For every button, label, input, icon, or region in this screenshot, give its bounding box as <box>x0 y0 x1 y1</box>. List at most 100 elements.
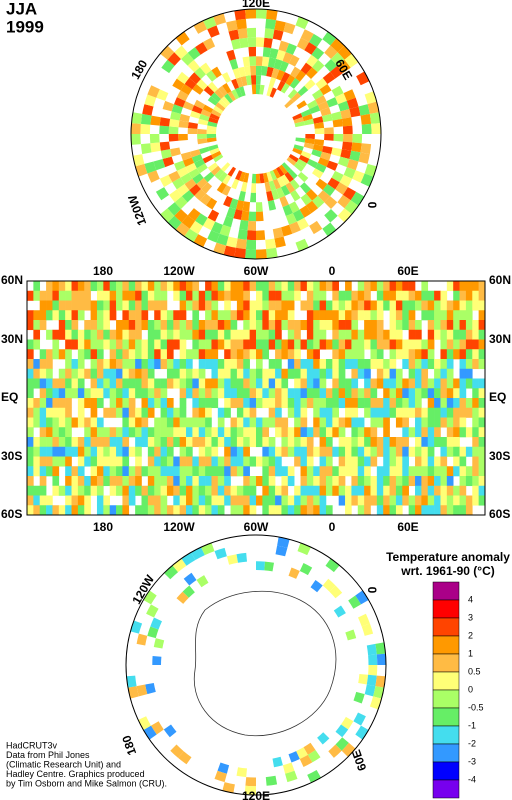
cell <box>167 202 181 216</box>
cell <box>389 290 397 301</box>
cell <box>332 398 339 409</box>
cell <box>440 495 448 506</box>
cell <box>210 92 221 103</box>
cell <box>389 437 397 448</box>
cell <box>217 437 225 448</box>
cell <box>279 195 289 208</box>
label: 0 <box>365 202 379 209</box>
cell <box>234 9 246 21</box>
cell <box>465 505 473 516</box>
cell <box>402 310 409 321</box>
cell <box>122 290 130 301</box>
cell <box>230 485 238 496</box>
cell <box>205 398 212 409</box>
cell <box>27 466 34 477</box>
cell <box>383 359 390 370</box>
cell <box>472 300 479 311</box>
cell <box>287 398 295 409</box>
cell <box>141 310 149 321</box>
cell <box>402 388 409 399</box>
cell <box>282 52 293 64</box>
cell <box>256 65 262 76</box>
cell <box>141 505 149 516</box>
cell <box>315 178 328 191</box>
cell <box>160 281 168 292</box>
cell <box>434 368 441 379</box>
cell <box>116 388 123 399</box>
cell <box>319 505 327 516</box>
cell <box>459 329 467 340</box>
cell <box>351 456 359 467</box>
cell <box>352 134 363 144</box>
cell <box>211 505 219 516</box>
cell <box>203 171 215 183</box>
cell <box>325 446 333 457</box>
cell <box>224 378 231 389</box>
legend-label: 0.5 <box>468 666 481 676</box>
cell <box>77 456 85 467</box>
cell <box>256 427 263 438</box>
cell <box>402 339 409 350</box>
cell <box>415 300 422 311</box>
cell <box>103 300 110 311</box>
cell <box>402 300 409 311</box>
cell <box>168 134 179 142</box>
cell <box>319 466 327 477</box>
cell <box>109 485 117 496</box>
cell <box>306 476 314 487</box>
cell <box>147 85 160 98</box>
cell <box>211 388 219 399</box>
cell <box>459 476 467 487</box>
cell <box>199 146 210 155</box>
cell <box>65 281 72 292</box>
cell <box>320 107 332 117</box>
cell <box>154 485 161 496</box>
cell <box>275 427 282 438</box>
cell <box>415 446 422 457</box>
cell <box>292 113 303 121</box>
label: EQ <box>489 390 506 404</box>
cell <box>376 339 384 350</box>
cell <box>389 378 397 389</box>
cell <box>96 388 104 399</box>
cell <box>383 368 390 379</box>
cell <box>319 84 332 96</box>
cell <box>287 495 295 506</box>
cell <box>236 398 244 409</box>
cell <box>135 485 142 496</box>
antarctica-outline <box>193 590 337 737</box>
cell <box>221 72 232 83</box>
cell <box>427 349 435 360</box>
cell <box>217 368 225 379</box>
cell <box>39 398 47 409</box>
cell <box>116 407 123 418</box>
cell <box>275 417 282 428</box>
cell <box>315 95 327 106</box>
cell <box>103 446 110 457</box>
cell <box>52 407 60 418</box>
cell <box>135 163 148 177</box>
cell <box>440 339 448 350</box>
cell <box>395 378 403 389</box>
cell <box>128 427 136 438</box>
cell <box>453 388 460 399</box>
cell <box>344 53 359 68</box>
cell <box>459 407 467 418</box>
cell <box>408 339 416 350</box>
cell <box>281 320 289 331</box>
cell <box>27 417 34 428</box>
cell <box>58 456 66 467</box>
cell <box>446 446 454 457</box>
cell <box>179 300 187 311</box>
cell <box>179 281 187 292</box>
cell <box>96 310 104 321</box>
cell <box>162 156 174 168</box>
cell <box>427 427 435 438</box>
cell <box>141 339 149 350</box>
cell <box>268 359 276 370</box>
cell <box>65 485 72 496</box>
cell <box>313 378 320 389</box>
cell <box>166 368 174 379</box>
cell <box>46 437 53 448</box>
cell <box>337 194 351 209</box>
